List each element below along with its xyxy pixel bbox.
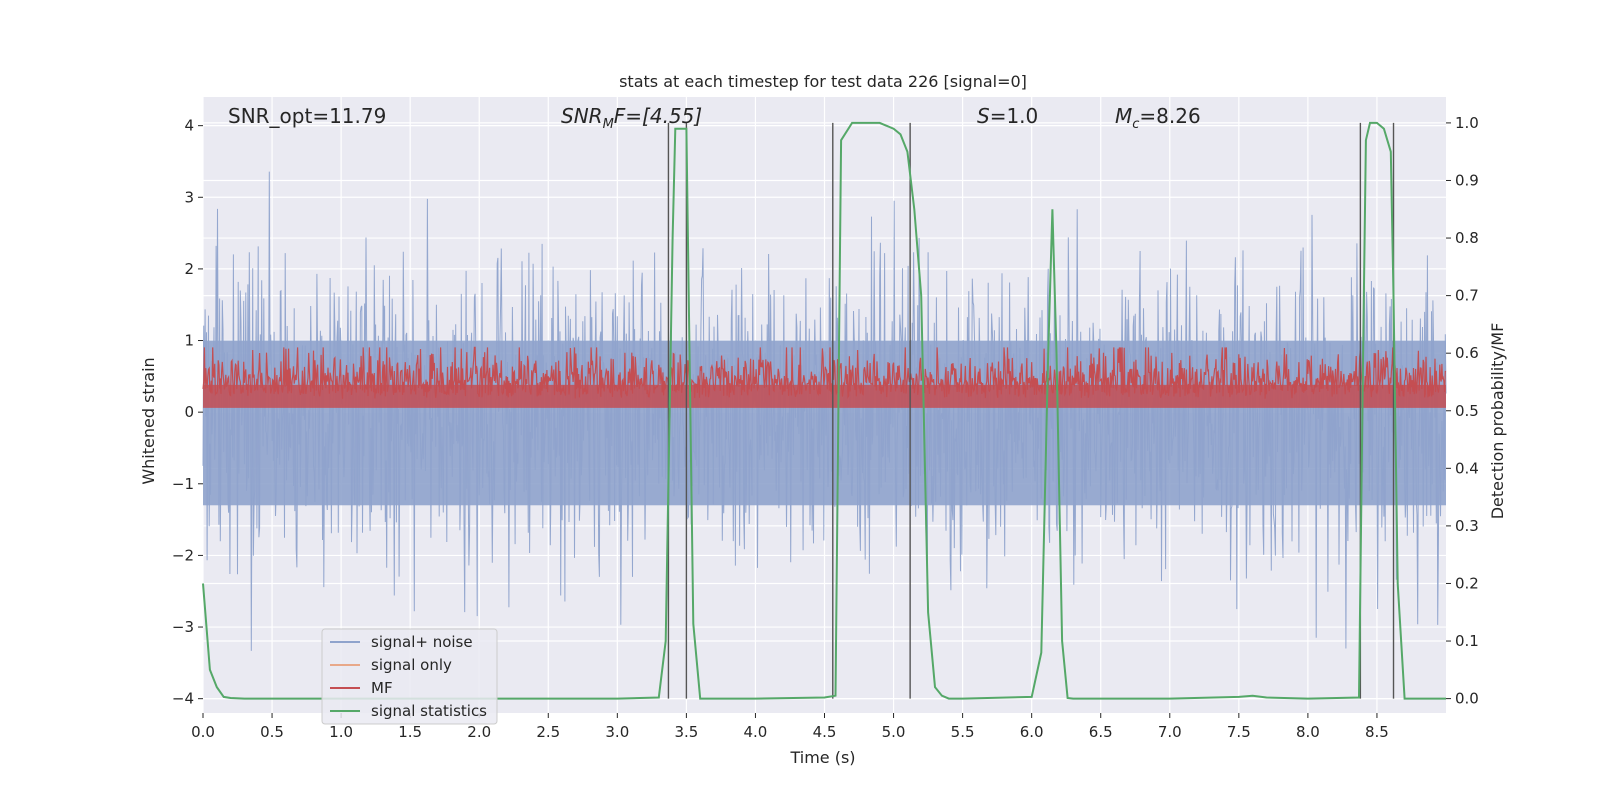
x-tick-label: 0.5 (260, 723, 284, 741)
x-tick-label: 3.0 (605, 723, 629, 741)
legend: signal+ noise signal only MF signal stat… (321, 628, 498, 725)
annotation-snr-mf: SNRMF=[4.55] (561, 104, 702, 132)
x-tick-label: 1.0 (329, 723, 353, 741)
x-tick-label: 0.0 (191, 723, 215, 741)
signal-statistics-line (202, 121, 1446, 700)
y-tick-label-right: 0.0 (1455, 690, 1479, 708)
annotation-mc-sub: c (1132, 117, 1139, 132)
annotation-snr-opt: SNR_opt=11.79 (228, 104, 386, 128)
series-mf (202, 346, 1447, 408)
annotation-mc-rest: =8.26 (1139, 104, 1200, 128)
y-tick-label-right: 0.3 (1455, 517, 1479, 535)
y-tick-label-left: 0 (184, 403, 194, 421)
y-axis-label-left: Whitened strain (139, 357, 158, 484)
mf-line (202, 346, 1447, 400)
x-tick-label: 1.5 (398, 723, 422, 741)
y-tick-label-right: 0.8 (1455, 229, 1479, 247)
annotation-snr-mf-sub: M (603, 117, 614, 132)
legend-label-mf: MF (371, 679, 393, 697)
annotation-snr-mf-rest: F=[4.55] (614, 104, 702, 128)
x-tick-label: 5.5 (951, 723, 975, 741)
x-tick-label: 4.0 (744, 723, 768, 741)
legend-label-signal-statistics: signal statistics (371, 702, 487, 720)
x-tick-label: 6.0 (1020, 723, 1044, 741)
y-tick-label-left: −3 (172, 618, 194, 636)
y-tick-label-left: −4 (172, 690, 194, 708)
annotation-mc: Mc=8.26 (1115, 104, 1201, 132)
x-tick-label: 2.5 (536, 723, 560, 741)
x-tick-label: 3.5 (674, 723, 698, 741)
y-tick-label-right: 0.2 (1455, 574, 1479, 592)
y-tick-label-right: 1.0 (1455, 114, 1479, 132)
annotation-s-rest: =1.0 (990, 104, 1039, 128)
annotation-mc-base: M (1115, 104, 1132, 128)
y-tick-label-right: 0.5 (1455, 402, 1479, 420)
x-tick-label: 7.5 (1227, 723, 1251, 741)
y-tick-label-right: 0.9 (1455, 171, 1479, 189)
x-tick-label: 4.5 (813, 723, 837, 741)
y-tick-label-right: 0.7 (1455, 287, 1479, 305)
annotation-s-base: S (977, 104, 990, 128)
x-tick-label: 8.5 (1365, 723, 1389, 741)
y-tick-label-left: −2 (172, 546, 194, 564)
axes: 0.0 0.5 1.0 1.5 2.0 2.5 3.0 3.5 4.0 4.5 5.0 5.5 6.0 6… (172, 114, 1479, 741)
mf-core (203, 384, 1446, 408)
legend-label-signal-plus-noise: signal+ noise (371, 633, 473, 651)
y-tick-label-right: 0.6 (1455, 344, 1479, 362)
x-tick-label: 8.0 (1296, 723, 1320, 741)
y-tick-label-left: −1 (172, 475, 194, 493)
x-axis-label: Time (s) (789, 748, 855, 767)
x-tick-label: 2.0 (467, 723, 491, 741)
x-tick-label: 6.5 (1089, 723, 1113, 741)
chart-title: stats at each timestep for test data 226… (619, 72, 1027, 91)
annotation-s: S=1.0 (977, 104, 1038, 128)
y-tick-label-right: 0.1 (1455, 632, 1479, 650)
x-tick-label: 7.0 (1158, 723, 1182, 741)
legend-box (321, 628, 498, 725)
y-tick-label-left: 1 (184, 332, 194, 350)
y-tick-label-right: 0.4 (1455, 459, 1479, 477)
legend-label-signal-only: signal only (371, 656, 452, 674)
y-tick-label-left: 4 (184, 117, 194, 135)
x-tick-label: 5.0 (882, 723, 906, 741)
series-signal-statistics (202, 121, 1446, 700)
annotation-snr-mf-base: SNR (561, 104, 603, 128)
y-axis-label-right: Detection probability/MF (1488, 323, 1507, 520)
y-tick-label-left: 3 (184, 188, 194, 206)
y-tick-label-left: 2 (184, 260, 194, 278)
